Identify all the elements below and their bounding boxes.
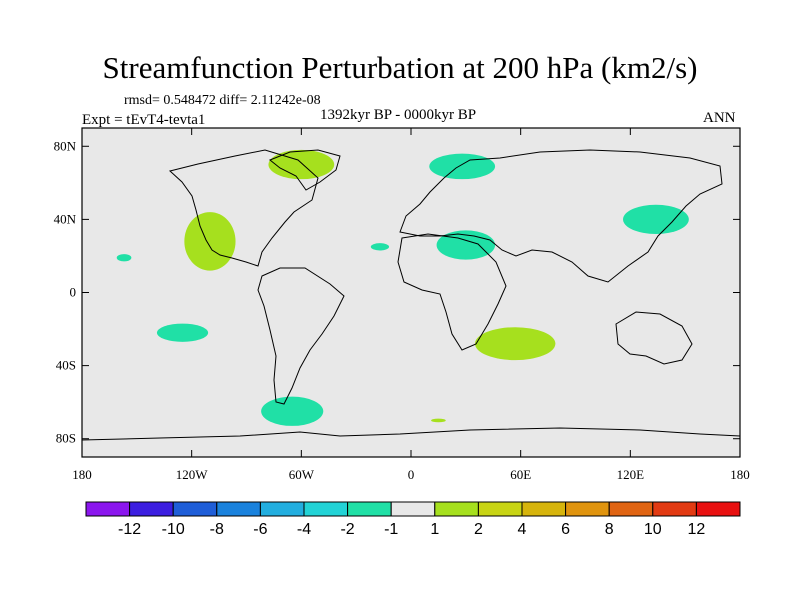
colorbar-label: 8 [605,521,614,538]
colorbar-label: 12 [688,521,706,538]
anomaly-east-asia-negative [623,204,689,235]
colorbar-label: 1 [430,521,439,538]
colorbar-label: -1 [384,521,398,538]
lon-tick-label: 120E [617,467,645,482]
colorbar-label: 4 [518,521,527,538]
map-background [82,128,740,457]
colorbar-label: -6 [253,521,267,538]
anomaly-hawaii-negative [116,254,132,262]
lon-tick-label: 180 [730,467,750,482]
lon-tick-label: 60W [289,467,315,482]
lat-tick-label: 80N [54,138,77,153]
colorbar-swatch [652,501,697,517]
coast-australia [615,311,693,365]
colorbar-label: 6 [561,521,570,538]
experiment-label: Expt = tEvT4-tevta1 [82,112,206,128]
lat-tick-label: 40N [54,211,77,226]
colorbar-label: -2 [340,521,354,538]
anomaly-north-america-positive [184,212,236,271]
anomaly-scandinavia-negative [429,153,496,180]
colorbar-label: -4 [297,521,311,538]
lon-tick-label: 0 [408,467,415,482]
coast-antarctica [81,427,741,441]
coast-greenland [269,149,341,191]
stats-subtitle: rmsd= 0.548472 diff= 2.11242e-08 [124,93,321,108]
lon-tick-label: 60E [510,467,531,482]
colorbar-label: 10 [644,521,662,538]
colorbar-swatch [303,501,349,517]
colorbar-swatch [434,501,479,517]
colorbar-swatch [85,501,131,517]
lon-tick-label: 120W [176,467,209,482]
lon-tick-label: 180 [72,467,92,482]
colorbar-swatch [172,501,218,517]
colorbar-label: -12 [118,521,141,538]
colorbar-swatch [216,501,261,517]
period-label: 1392kyr BP - 0000kyr BP [320,107,477,123]
colorbar-swatch [390,501,436,517]
colorbar-swatch [259,501,305,517]
colorbar-swatch [608,501,654,517]
colorbar-swatch [565,501,610,517]
colorbar-swatch [477,501,523,517]
coastlines [81,149,741,441]
colorbar: -12 -10 -8 -6 -4 -2 -1 1 2 4 6 8 10 12 [85,501,741,538]
anomaly-atlantic-negative [370,243,390,251]
lat-tick-label: 40S [56,358,76,373]
colorbar-swatch [347,501,392,517]
axis-ticks: 80N 40N 0 40S 80S 180 120W 60W 0 60E 120E 180 [54,128,750,482]
anomaly-indian-ocean-positive [474,327,556,361]
map-title: Streamfunction Perturbation at 200 hPa (… [102,50,698,85]
colorbar-label: -8 [210,521,224,538]
anomaly-antarctic-positive [431,418,446,423]
anomaly-south-pacific-negative [156,323,209,342]
lat-tick-label: 0 [70,285,77,300]
colorbar-swatch [129,501,174,517]
anomaly-greenland-positive [268,149,335,180]
anomaly-drake-passage-negative [261,396,324,426]
coast-eurasia [399,149,723,283]
colorbar-swatch [521,501,567,517]
colorbar-label: -10 [162,521,185,538]
coast-south-america [257,267,345,405]
coast-africa [397,233,507,351]
lat-tick-label: 80S [56,431,76,446]
colorbar-swatch [695,501,741,517]
season-label: ANN [703,110,736,126]
colorbar-label: 2 [474,521,483,538]
